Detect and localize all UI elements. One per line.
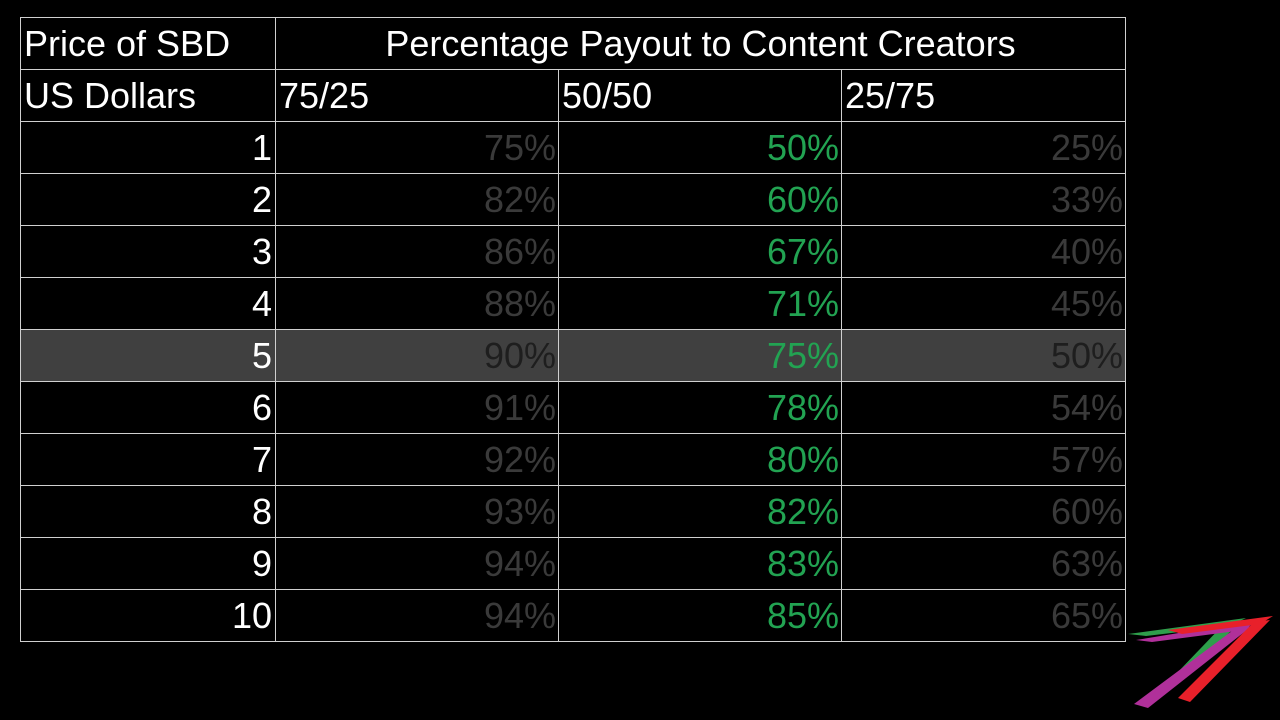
header-row-2: US Dollars 75/25 50/50 25/75 bbox=[20, 69, 1127, 122]
payout-cell-25-75: 25% bbox=[840, 121, 1127, 174]
table-row: 2 82% 60% 33% bbox=[20, 173, 1127, 226]
payout-cell-75-25: 93% bbox=[275, 485, 559, 538]
payout-cell-50-50: 71% bbox=[558, 277, 842, 330]
payout-cell-75-25: 94% bbox=[275, 537, 559, 590]
table-row: 10 94% 85% 65% bbox=[20, 589, 1127, 642]
split-header-25-75: 25/75 bbox=[840, 69, 1127, 122]
price-cell: 1 bbox=[20, 121, 276, 174]
payout-cell-25-75: 45% bbox=[840, 277, 1127, 330]
payout-cell-75-25: 75% bbox=[275, 121, 559, 174]
payout-cell-50-50: 83% bbox=[558, 537, 842, 590]
payout-cell-75-25: 82% bbox=[275, 173, 559, 226]
logo-green-stripe bbox=[1128, 618, 1246, 636]
payout-cell-25-75: 40% bbox=[840, 225, 1127, 278]
payout-title: Percentage Payout to Content Creators bbox=[274, 17, 1127, 70]
price-cell: 5 bbox=[20, 329, 276, 382]
logo-purple-diagonal bbox=[1134, 626, 1252, 708]
table-row: 9 94% 83% 63% bbox=[20, 537, 1127, 590]
unit-header: US Dollars bbox=[20, 69, 276, 122]
price-cell: 4 bbox=[20, 277, 276, 330]
payout-cell-75-25: 90% bbox=[275, 329, 559, 382]
payout-cell-50-50: 85% bbox=[558, 589, 842, 642]
payout-cell-25-75: 65% bbox=[840, 589, 1127, 642]
payout-cell-75-25: 92% bbox=[275, 433, 559, 486]
payout-cell-25-75: 33% bbox=[840, 173, 1127, 226]
logo-red-diagonal bbox=[1178, 620, 1270, 702]
payout-cell-50-50: 50% bbox=[558, 121, 842, 174]
price-cell: 8 bbox=[20, 485, 276, 538]
payout-cell-50-50: 78% bbox=[558, 381, 842, 434]
price-cell: 6 bbox=[20, 381, 276, 434]
table-row: 3 86% 67% 40% bbox=[20, 225, 1127, 278]
price-cell: 10 bbox=[20, 589, 276, 642]
table-row: 1 75% 50% 25% bbox=[20, 121, 1127, 174]
payout-cell-75-25: 91% bbox=[275, 381, 559, 434]
stylized-seven-logo bbox=[1128, 616, 1273, 708]
payout-cell-25-75: 50% bbox=[840, 329, 1127, 382]
logo-red-stripe bbox=[1168, 616, 1273, 634]
payout-cell-25-75: 57% bbox=[840, 433, 1127, 486]
price-cell: 3 bbox=[20, 225, 276, 278]
payout-cell-25-75: 63% bbox=[840, 537, 1127, 590]
price-header: Price of SBD bbox=[20, 17, 276, 70]
payout-cell-50-50: 80% bbox=[558, 433, 842, 486]
table-row: 4 88% 71% 45% bbox=[20, 277, 1127, 330]
table-row: 5 90% 75% 50% bbox=[20, 329, 1127, 382]
payout-table: Price of SBD Percentage Payout to Conten… bbox=[20, 17, 1127, 642]
payout-cell-75-25: 86% bbox=[275, 225, 559, 278]
price-cell: 2 bbox=[20, 173, 276, 226]
payout-cell-25-75: 54% bbox=[840, 381, 1127, 434]
table-row: 8 93% 82% 60% bbox=[20, 485, 1127, 538]
payout-cell-75-25: 94% bbox=[275, 589, 559, 642]
table-row: 6 91% 78% 54% bbox=[20, 381, 1127, 434]
table-row: 7 92% 80% 57% bbox=[20, 433, 1127, 486]
payout-cell-50-50: 82% bbox=[558, 485, 842, 538]
payout-cell-75-25: 88% bbox=[275, 277, 559, 330]
payout-cell-25-75: 60% bbox=[840, 485, 1127, 538]
payout-cell-50-50: 75% bbox=[558, 329, 842, 382]
price-cell: 9 bbox=[20, 537, 276, 590]
price-cell: 7 bbox=[20, 433, 276, 486]
split-header-50-50: 50/50 bbox=[558, 69, 842, 122]
payout-cell-50-50: 67% bbox=[558, 225, 842, 278]
header-row-1: Price of SBD Percentage Payout to Conten… bbox=[20, 17, 1127, 70]
payout-cell-50-50: 60% bbox=[558, 173, 842, 226]
split-header-75-25: 75/25 bbox=[275, 69, 559, 122]
